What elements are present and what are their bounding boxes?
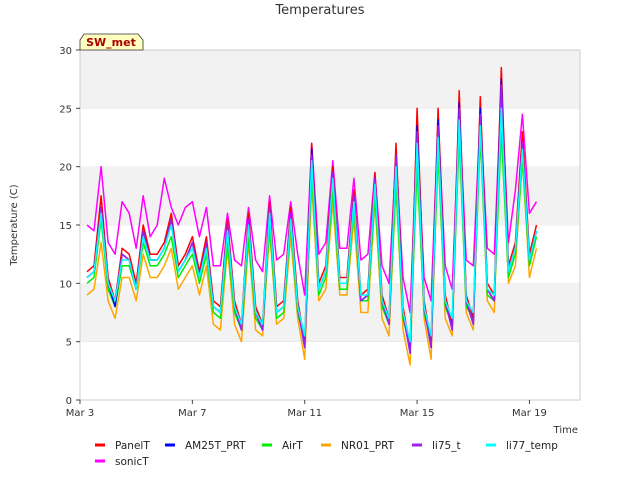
- x-tick-label: Mar 15: [400, 408, 435, 419]
- grid-band: [80, 108, 580, 167]
- y-tick-label: 0: [66, 396, 72, 407]
- grid-band: [80, 341, 580, 400]
- y-tick-label: 25: [59, 104, 72, 115]
- grid-band: [80, 283, 580, 342]
- grid-band: [80, 50, 580, 109]
- y-axis: 0 5 10 15 20 25 30: [59, 46, 80, 407]
- x-tick-label: Mar 11: [287, 408, 322, 419]
- y-tick-label: 10: [59, 279, 72, 290]
- legend: PanelT AM25T_PRT AirT NR01_PRT li75_t li77_te…: [95, 440, 558, 468]
- legend-label: AM25T_PRT: [185, 440, 246, 452]
- y-tick-label: 30: [59, 46, 72, 57]
- series-lines: [86, 66, 538, 366]
- x-tick-label: Mar 19: [512, 408, 547, 419]
- x-tick-label: Mar 3: [66, 408, 94, 419]
- site-badge-label: SW_met: [86, 36, 136, 49]
- y-axis-label: Temperature (C): [9, 184, 20, 266]
- y-tick-label: 20: [59, 163, 72, 174]
- x-tick-label: Mar 7: [178, 408, 206, 419]
- x-axis: Mar 3 Mar 7 Mar 11 Mar 15 Mar 19: [66, 400, 547, 419]
- site-badge: SW_met: [79, 33, 144, 51]
- legend-label: li75_t: [432, 440, 461, 452]
- chart-title: Temperatures: [274, 3, 364, 18]
- x-axis-label: Time: [553, 425, 578, 436]
- y-tick-label: 5: [66, 338, 72, 349]
- legend-label: NR01_PRT: [341, 440, 395, 452]
- legend-label: AirT: [282, 440, 303, 452]
- legend-label: li77_temp: [506, 440, 558, 452]
- series-line-li77-temp: [86, 107, 538, 343]
- legend-label: PanelT: [115, 440, 150, 452]
- legend-label: sonicT: [115, 456, 149, 468]
- y-tick-label: 15: [59, 221, 72, 232]
